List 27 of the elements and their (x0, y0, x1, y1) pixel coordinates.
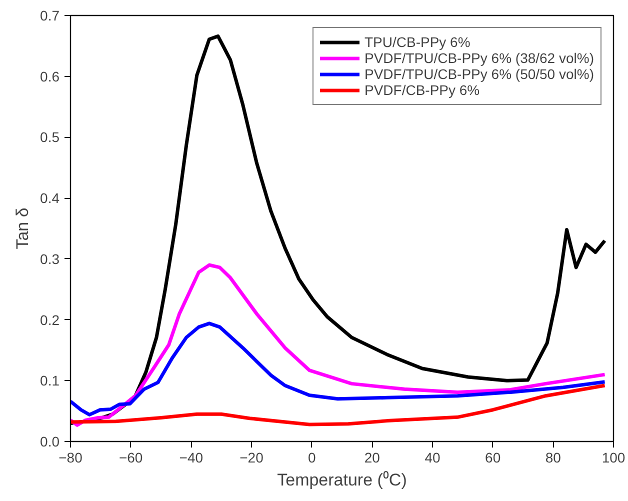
line-series (70, 322, 606, 416)
x-tick-label: −80 (58, 450, 83, 466)
y-tick-label: 0.4 (40, 190, 60, 206)
y-tick-label: 0.5 (40, 129, 60, 146)
line-series (70, 263, 606, 427)
legend-label: PVDF/CB-PPy 6% (364, 82, 480, 98)
x-tick-label: 80 (545, 450, 562, 466)
y-tick-label: 0.2 (40, 312, 60, 328)
x-tick-label: 0 (308, 450, 316, 466)
y-tick-label: 0.6 (40, 68, 60, 84)
x-tick-label: −40 (179, 450, 204, 466)
legend-label: TPU/CB-PPy 6% (364, 34, 470, 50)
legend-label: PVDF/TPU/CB-PPy 6% (50/50 vol%) (364, 66, 594, 82)
y-tick-label: 0.3 (40, 250, 60, 267)
x-tick-label: −60 (118, 450, 143, 466)
x-tick-label: 100 (602, 450, 626, 466)
x-tick-label: 60 (485, 450, 501, 466)
x-axis-title: Temperature (⁰C) (277, 470, 407, 490)
line-series (70, 384, 606, 426)
y-tick-label: 0.1 (40, 372, 60, 389)
x-tick-label: 20 (364, 450, 380, 466)
y-axis-title: Tan δ (13, 208, 32, 250)
legend-label: PVDF/TPU/CB-PPy 6% (38/62 vol%) (364, 50, 594, 66)
x-tick-label: 40 (424, 450, 440, 466)
y-tick-label: 0.0 (40, 434, 60, 450)
x-tick-label: −20 (240, 450, 264, 466)
y-tick-label: 0.7 (40, 8, 60, 24)
